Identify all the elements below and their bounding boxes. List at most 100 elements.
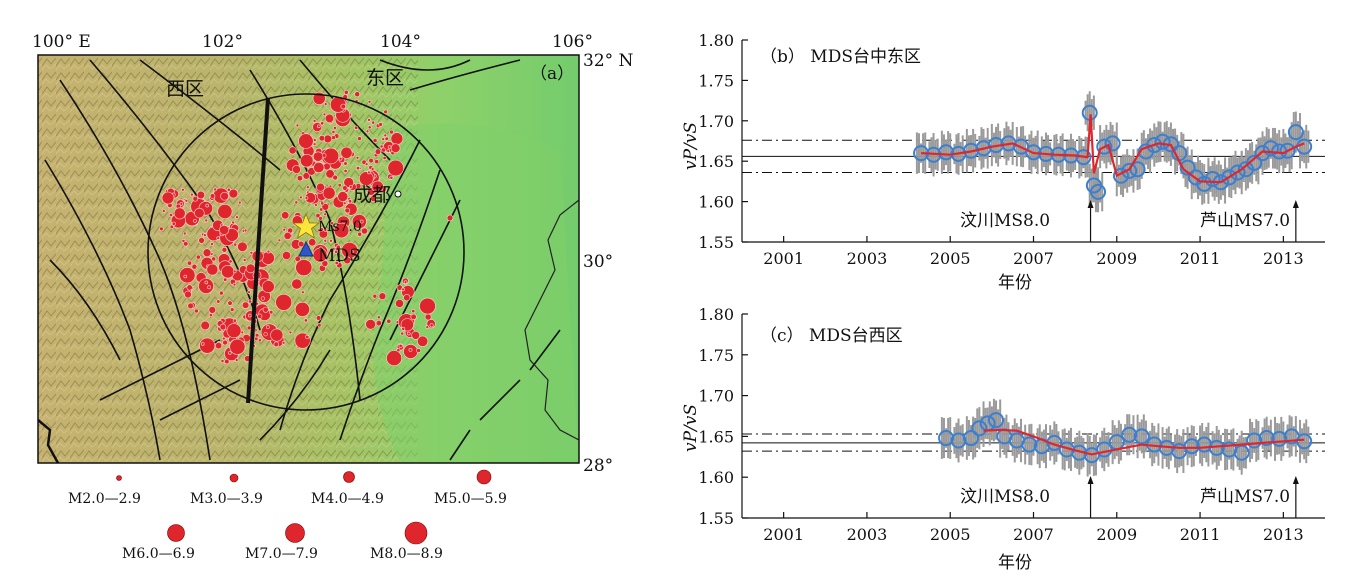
legend-label: M4.0—4.9: [311, 491, 384, 507]
quake-dot: [257, 313, 263, 319]
quake-dot: [313, 161, 325, 174]
quake-dot: [206, 263, 219, 276]
quake-dot: [203, 233, 207, 237]
quake-dot: [232, 282, 237, 287]
quake-dot: [323, 212, 327, 217]
quake-dot: [387, 159, 404, 177]
east-zone-label: 东区: [366, 67, 404, 89]
x-axis-label: 年份: [998, 273, 1032, 293]
map-relief: [38, 55, 418, 463]
quake-dot: [308, 238, 317, 247]
quake-dot: [194, 207, 205, 219]
station-triangle-icon: [298, 240, 314, 257]
quake-dot: [349, 249, 354, 254]
quake-dot: [398, 343, 403, 348]
quake-dot: [323, 228, 328, 232]
quake-dot: [318, 216, 323, 221]
quake-dot: [216, 236, 220, 240]
event-label-lushan: 芦山MS7.0: [1200, 211, 1290, 231]
quake-dot: [337, 191, 349, 202]
quake-dot: [198, 278, 214, 294]
quake-dot: [270, 328, 284, 342]
quake-dot: [161, 191, 175, 205]
data-point: [1112, 167, 1129, 184]
data-point: [1121, 162, 1138, 179]
quake-dot: [241, 301, 250, 309]
data-point: [1154, 133, 1171, 150]
quake-dot: [200, 342, 205, 346]
quake-dot: [173, 207, 186, 220]
quake-dot: [342, 201, 347, 206]
data-point: [1096, 138, 1113, 155]
quake-dot: [406, 331, 411, 336]
quake-dot: [348, 185, 353, 189]
quake-dot: [296, 175, 304, 182]
quake-dot: [260, 296, 266, 301]
data-point: [1229, 164, 1246, 181]
data-point: [1133, 428, 1150, 445]
quake-dot: [231, 220, 235, 225]
y-tick-label: 1.65: [698, 152, 734, 171]
quake-dot: [247, 290, 251, 295]
quake-dot: [329, 239, 333, 243]
quake-dot: [295, 123, 300, 128]
quake-dot: [193, 219, 197, 223]
quake-dot: [312, 142, 317, 146]
quake-dot: [368, 157, 374, 164]
x-tick-label: 2005: [930, 525, 971, 544]
quake-dot: [184, 199, 189, 203]
quake-dot: [312, 119, 317, 123]
quake-dot: [219, 225, 230, 236]
legend-symbol: [229, 473, 239, 483]
quake-dot: [187, 302, 194, 310]
quake-dot: [323, 162, 331, 171]
quake-dot: [358, 171, 374, 186]
quake-dot: [202, 248, 212, 257]
quake-dot: [213, 187, 217, 192]
x-tick-label: 2001: [763, 525, 804, 544]
quake-dot: [205, 203, 209, 208]
y-tick-label: 1.80: [698, 305, 734, 324]
y-tick-label: 1.80: [698, 31, 734, 50]
quake-dot: [372, 293, 378, 299]
data-point: [1179, 159, 1196, 176]
quake-dot: [171, 221, 176, 226]
quake-dot: [228, 351, 232, 355]
quake-dot: [322, 186, 336, 200]
quake-dot: [381, 137, 386, 141]
quake-dot: [275, 293, 293, 311]
quake-dot: [159, 226, 164, 232]
data-point: [1221, 169, 1238, 186]
data-point: [1025, 144, 1042, 161]
quake-dot: [234, 358, 239, 362]
quake-dot: [380, 147, 386, 153]
quake-dot: [237, 241, 248, 253]
quake-dot: [417, 335, 429, 347]
y-tick-label: 1.65: [698, 427, 734, 446]
data-point: [1146, 137, 1163, 154]
quake-dot: [282, 227, 287, 232]
quake-dot: [395, 298, 404, 308]
x-tick-label: 2003: [847, 249, 888, 268]
quake-dot: [235, 215, 239, 219]
quake-dot: [317, 323, 322, 328]
magnitude-legend: M2.0—2.9 M3.0—3.9 M4.0—4.9 M5.0—5.9 M6.0…: [68, 469, 507, 562]
quake-dot: [408, 347, 413, 352]
quake-dot: [390, 143, 401, 153]
quake-dot: [229, 338, 246, 355]
data-point: [1271, 430, 1288, 447]
y-tick-label: 1.70: [698, 112, 734, 131]
quake-dot: [222, 336, 226, 341]
quake-dot: [300, 154, 314, 168]
quake-dot: [343, 169, 348, 174]
quake-dot: [374, 159, 380, 165]
quake-dot: [243, 228, 248, 233]
x-tick-label: 2005: [930, 249, 971, 268]
quake-dot: [245, 263, 256, 274]
quake-dot: [181, 188, 185, 192]
quake-dot: [233, 242, 238, 247]
quake-dot: [319, 227, 324, 232]
x-tick-label: 2001: [763, 249, 804, 268]
data-point: [963, 430, 980, 447]
y-tick-label: 1.75: [698, 346, 734, 365]
